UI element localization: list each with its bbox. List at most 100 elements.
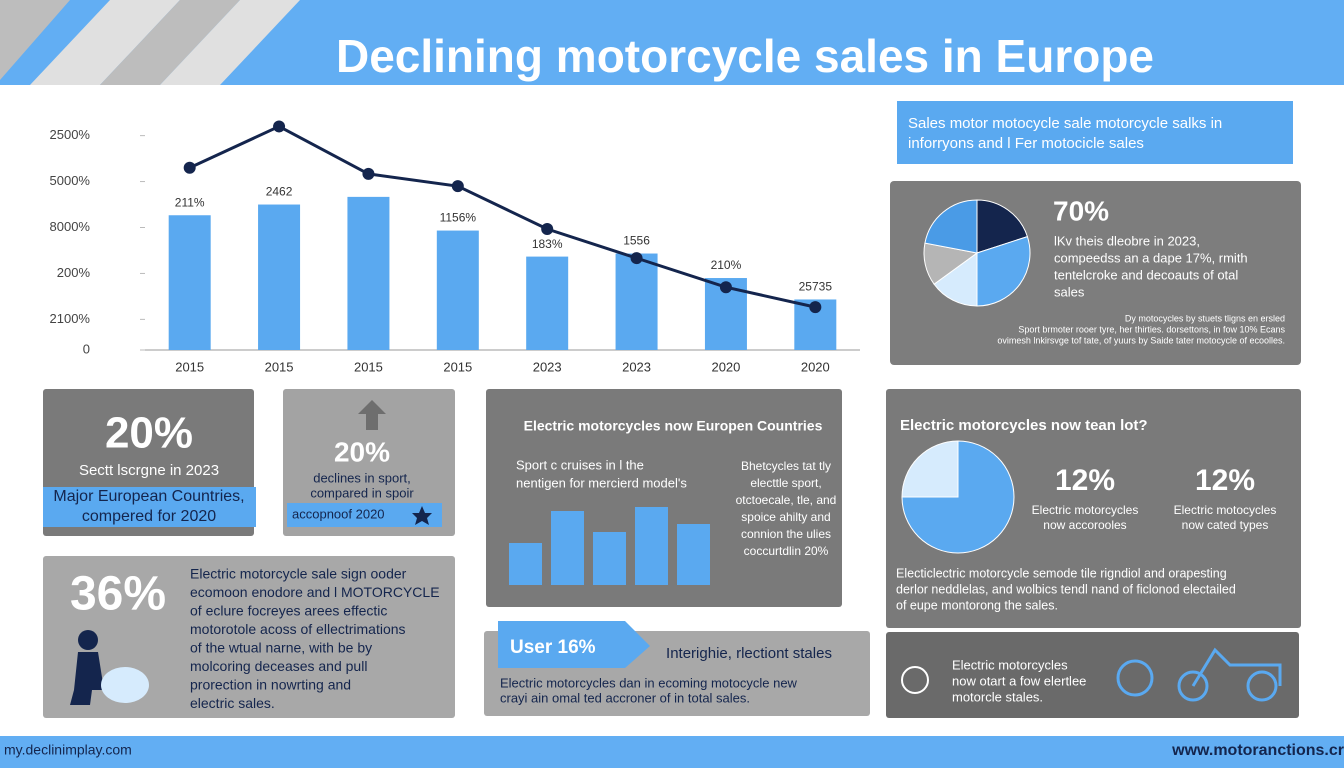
text-line: of eupe montorong the sales. [896,598,1058,612]
line-point [541,223,554,236]
text-line: now cated types [1182,518,1269,532]
text-line: electtle sport, [750,476,821,490]
stat-value: 20% [105,409,193,458]
user-tag: User 16% [510,637,596,658]
line-point [719,281,732,294]
icon [1116,659,1154,697]
text-line: Electric motorcycle sale sign ooder [190,566,407,582]
stripe [0,0,70,80]
text-line: motorcle stales. [952,689,1043,704]
star-icon [412,506,432,525]
bar [258,204,301,350]
y-tick-label: 2500% [50,127,91,142]
text-line: ovimesh lnkirsvge tof tate, of yuurs by … [997,335,1285,345]
pie-slice [901,440,1015,554]
text-line: Electric motorcycles dan in ecoming moto… [500,675,798,690]
text-line: Sport brmoter rooer tyre, her thirties. … [1018,324,1285,334]
bar-label: 1556 [623,234,650,248]
mini-bar [635,507,668,585]
text-line: molcoring deceases and pull [190,658,367,674]
stat-value: 70% [1053,195,1109,226]
text-line: lKv theis dleobre in 2023, [1054,233,1200,248]
panel-title: Electric motorcycles now tean lot? [900,417,1148,434]
footer-band [0,736,1344,768]
line-point [809,301,822,314]
arrow-icon [358,400,386,430]
y-tick-label: 8000% [50,219,91,234]
bar [347,196,390,350]
text-line: motorotole acoss of ellectrimations [190,621,406,637]
icon [1177,670,1209,702]
text-line: crayi ain omal ted accroner of in total … [500,690,750,705]
stat-value: 12% [1195,464,1255,497]
bar [436,230,479,350]
text-line: Electric motocycles [1174,503,1277,517]
pie-slice [901,440,959,498]
text-line: tentelcroke and decoauts of otal [1054,267,1238,282]
text-line: inforryons and l Fer motocicle sales [908,135,1144,152]
icon [1191,647,1282,687]
text-line: now otart a fow elertlee [952,673,1086,688]
text-line: of the wtual narne, with be by [190,640,372,656]
line [189,124,816,309]
pie-slice [933,252,978,307]
text-line: Electiclectric motorcycle semode tile ri… [896,566,1227,580]
y-tick-label: 5000% [50,173,91,188]
bar-label: 210% [711,258,742,272]
line-point [362,167,375,180]
bar-label: 2462 [266,185,293,199]
stripe [100,0,240,85]
text-line: of eclure focreyes arees effectic [190,603,387,619]
mini-bar [593,532,626,585]
text-line: Major European Countries, [53,488,244,505]
user-tag [498,621,650,668]
stat-value: 12% [1055,464,1115,497]
line-point [183,161,196,174]
text-line: compeedss an a dape 17%, rmith [1054,250,1248,265]
stripe [30,0,180,85]
text-line: spoice ahilty and [741,510,830,524]
pie-slice [924,199,978,254]
text-line: otctoecale, tle, and [736,493,837,507]
text-line: now accorooles [1043,518,1126,532]
text-line: Sales motor motocycle sale motorcycle sa… [908,115,1222,132]
stripe [160,0,300,85]
y-tick-label: 2100% [50,311,91,326]
x-tick-label: 2020 [711,359,740,374]
text-line: compered for 2020 [82,508,216,525]
bar-label: 183% [532,237,563,251]
person-icon [78,630,98,650]
bar-label: 1156% [440,211,477,225]
line-point [273,120,286,133]
x-tick-label: 2015 [265,359,294,374]
x-tick-label: 2023 [533,359,562,374]
bottom-panel [886,632,1299,718]
y-tick-label: 200% [57,265,91,280]
person-icon [70,652,104,705]
text-line: declines in sport, [313,470,411,485]
text-line: compared in spoir [310,485,414,500]
footer-text: www.motoranctions.cr [1171,742,1344,759]
mini-bar [509,543,542,585]
footer-text: my.declinimplay.com [4,742,132,758]
panel-title: Electric motorcycles now Europen Countri… [524,418,823,434]
title: Declining motorcycle sales in Europe [336,30,1154,82]
text-line: sales [1054,284,1085,299]
bar-label: 25735 [799,280,833,294]
info-box [897,101,1293,164]
line-point [630,252,643,265]
bar [168,215,211,350]
pie-slice [976,235,1031,307]
icon [901,666,929,694]
y-tick-label: 0 [83,341,90,356]
stat-value: 20% [334,436,390,467]
bar [615,253,658,350]
stat-tag [43,487,256,527]
text-line: connion the ulies [741,527,831,541]
text-line: nentigen for mercierd model's [516,475,687,490]
text-line: Electric motorcycles [1032,503,1139,517]
mini-bar [551,511,584,585]
stat-tag: accopnoof 2020 [292,506,385,521]
pie-slice [976,199,1029,254]
